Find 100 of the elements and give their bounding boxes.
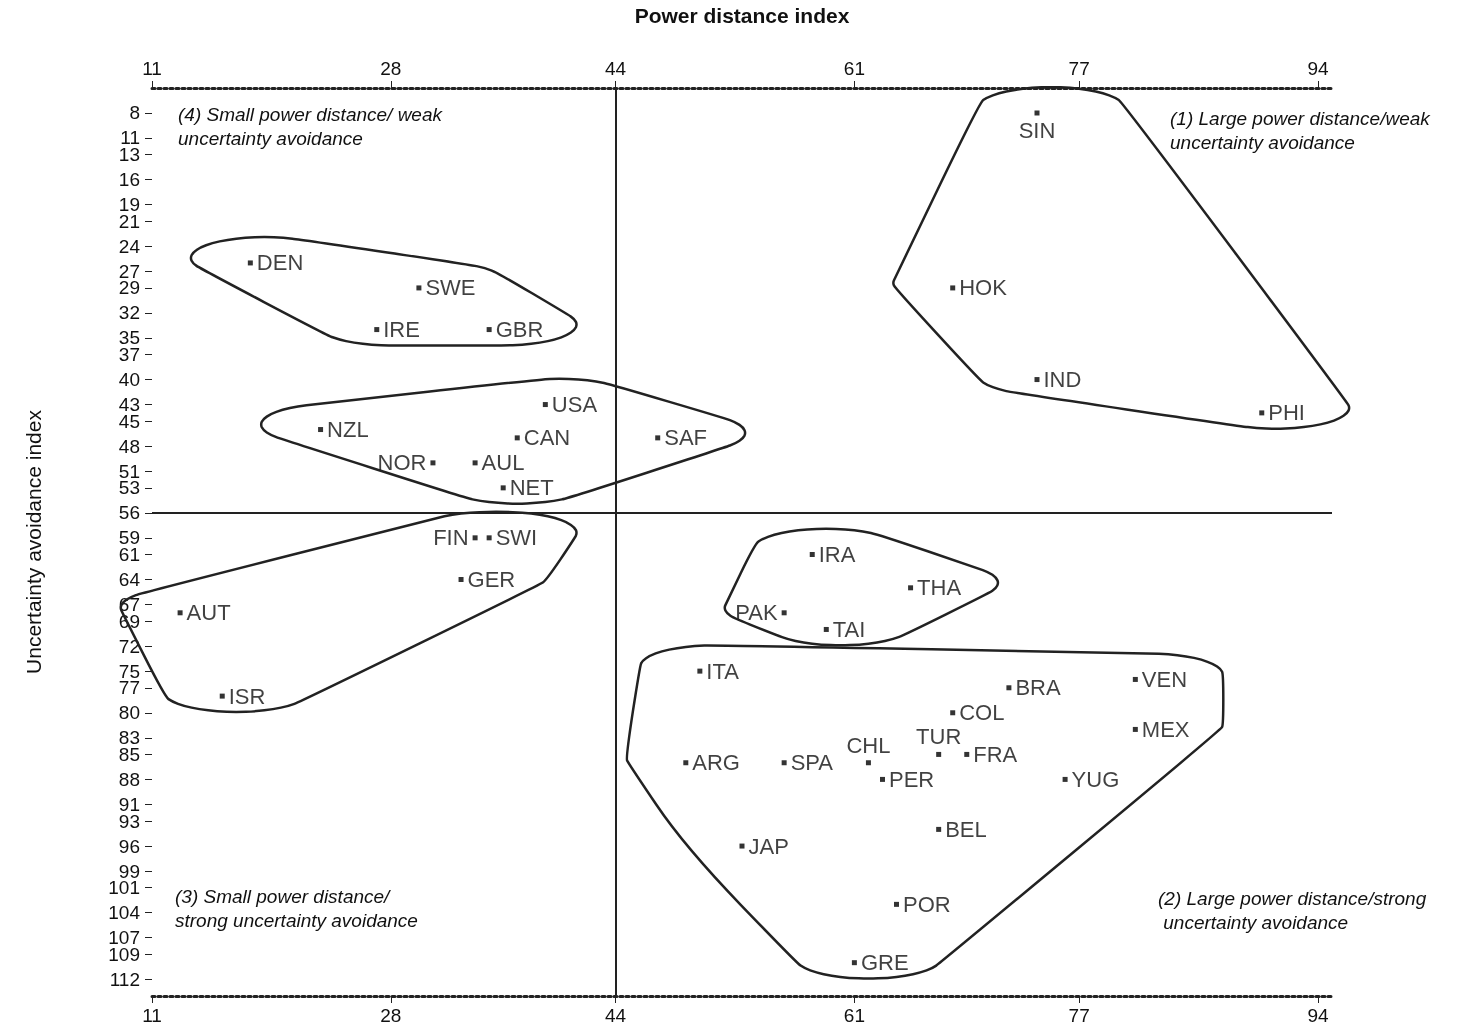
x-tick-label: 77 (1068, 1005, 1090, 1026)
point (809, 552, 815, 557)
data-label: FRA (973, 741, 1018, 767)
data-label: CAN (523, 425, 571, 451)
point (964, 751, 970, 757)
data-label: COL (959, 700, 1005, 726)
x2-tick-label: 61 (843, 58, 865, 79)
data-label: PAK (735, 600, 778, 626)
data-label: GRE (860, 950, 909, 976)
point (458, 576, 464, 582)
x-tick-label: 94 (1307, 1005, 1329, 1026)
point (879, 776, 885, 782)
data-label: NET (509, 475, 554, 501)
data-label: USA (551, 392, 598, 418)
point (683, 760, 689, 766)
point (781, 760, 787, 766)
data-label: SPA (790, 750, 834, 776)
point (472, 460, 478, 466)
x2-tick-label: 77 (1068, 58, 1090, 79)
data-label: JAP (748, 833, 789, 859)
data-label: BEL (945, 816, 987, 842)
x-tick-label: 44 (605, 1005, 627, 1026)
data-label: BRA (1015, 675, 1061, 701)
point (908, 585, 914, 591)
y-tick-label: 56 (118, 502, 140, 524)
annotation: (2) Large power distance/strong uncertainty avoidance (1158, 887, 1427, 933)
data-label: DEN (256, 250, 304, 276)
data-label: VEN (1141, 666, 1188, 692)
data-label: PHI (1268, 400, 1305, 426)
point (1132, 676, 1138, 682)
point (1034, 110, 1040, 116)
y-tick-label: 16 (118, 169, 140, 191)
data-label: GBR (495, 317, 544, 343)
x2-tick-label: 94 (1307, 58, 1329, 79)
data-label: MEX (1141, 716, 1190, 742)
data-label: TAI (832, 616, 866, 642)
point (950, 285, 956, 291)
data-label: NOR (377, 450, 427, 476)
x-tick-label: 61 (843, 1005, 865, 1026)
point (500, 485, 506, 491)
data-label: ISR (228, 683, 266, 709)
point (247, 260, 253, 266)
data-label: SIN (1018, 117, 1056, 143)
point (219, 693, 225, 699)
point (936, 751, 942, 757)
point (374, 327, 380, 333)
data-label: TUR (916, 724, 962, 750)
x2-axis-title: Power distance index (634, 4, 850, 27)
point (1006, 685, 1012, 691)
y-tick-label: 88 (118, 768, 140, 790)
y-tick-label: 64 (118, 568, 141, 590)
point (486, 535, 492, 541)
data-label: AUT (186, 600, 231, 626)
point (318, 427, 324, 433)
point (1062, 776, 1068, 782)
y-tick-label: 32 (118, 302, 140, 324)
x-tick-label: 28 (380, 1005, 402, 1026)
y-tick-label: 40 (118, 369, 140, 391)
point (823, 626, 829, 632)
point (430, 460, 436, 466)
data-label: ARG (692, 750, 740, 776)
point (542, 402, 548, 408)
data-label: ITA (706, 658, 740, 684)
x2-tick-label: 28 (380, 58, 402, 79)
point (1034, 377, 1040, 383)
point (851, 960, 857, 966)
point (655, 435, 661, 441)
point (416, 285, 422, 291)
point (781, 610, 787, 616)
point (486, 327, 492, 333)
y-tick-label: 48 (118, 435, 140, 457)
point (514, 435, 520, 441)
y-tick-label: 8 (129, 102, 140, 124)
y-axis-title: Uncertainty avoidance index (22, 409, 45, 674)
x2-tick-label: 44 (605, 58, 627, 79)
data-label: IRA (818, 542, 856, 567)
data-label: AUL (481, 450, 525, 476)
data-label: THA (917, 575, 962, 601)
y-tick-label: 24 (118, 235, 141, 257)
annotation: (3) Small power distance/ strong uncertainty avoidance (175, 885, 418, 931)
data-label: SWE (425, 275, 476, 301)
y-tick-label: 112 (109, 968, 140, 990)
point (177, 610, 183, 616)
data-label: SWI (495, 525, 538, 551)
data-label: IND (1043, 367, 1082, 393)
y-tick-label: 80 (118, 702, 140, 724)
data-label: YUG (1071, 766, 1120, 792)
annotation: (4) Small power distance/ weak uncertainty avoidance (178, 103, 448, 149)
annotation: (1) Large power distance/weak uncertainty avoidance (1170, 107, 1436, 153)
data-label: GER (467, 566, 516, 592)
point (865, 760, 871, 766)
y-tick-label: 104 (108, 902, 141, 924)
x-tick-label: 11 (142, 1005, 162, 1026)
x2-tick-label: 11 (142, 58, 162, 79)
data-label: POR (903, 891, 951, 917)
point (697, 668, 703, 674)
point (1259, 410, 1265, 416)
data-label: NZL (327, 417, 369, 443)
point (472, 535, 478, 541)
data-label: CHL (846, 732, 891, 758)
